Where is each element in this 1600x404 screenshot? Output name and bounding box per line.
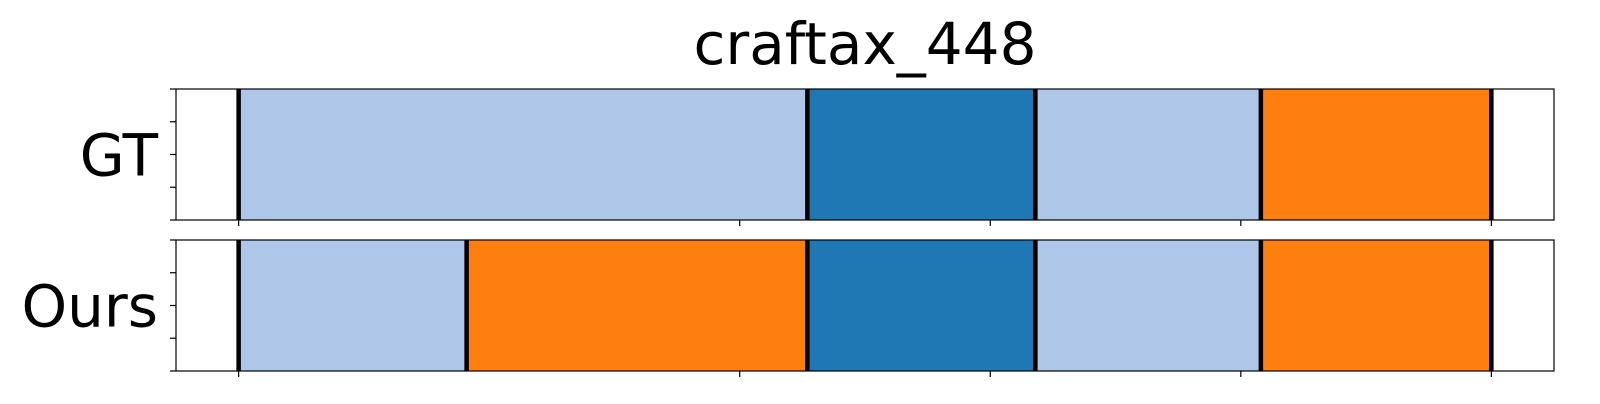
segment-bar: [807, 89, 1036, 220]
segment-bar: [466, 240, 808, 371]
segment-bar: [238, 240, 467, 371]
segment-bar: [1260, 240, 1492, 371]
segment-bar: [1260, 89, 1492, 220]
segment-bar: [1035, 89, 1261, 220]
segment-bar: [238, 89, 808, 220]
row-label: Ours: [22, 272, 158, 340]
chart-title: craftax_448: [694, 10, 1037, 78]
segment-bar: [807, 240, 1036, 371]
segment-bar: [1035, 240, 1261, 371]
row-label: GT: [80, 121, 159, 189]
row-1: Ours: [22, 239, 1555, 377]
rows-layer: GT Ours: [22, 88, 1555, 377]
row-0: GT: [80, 88, 1555, 226]
